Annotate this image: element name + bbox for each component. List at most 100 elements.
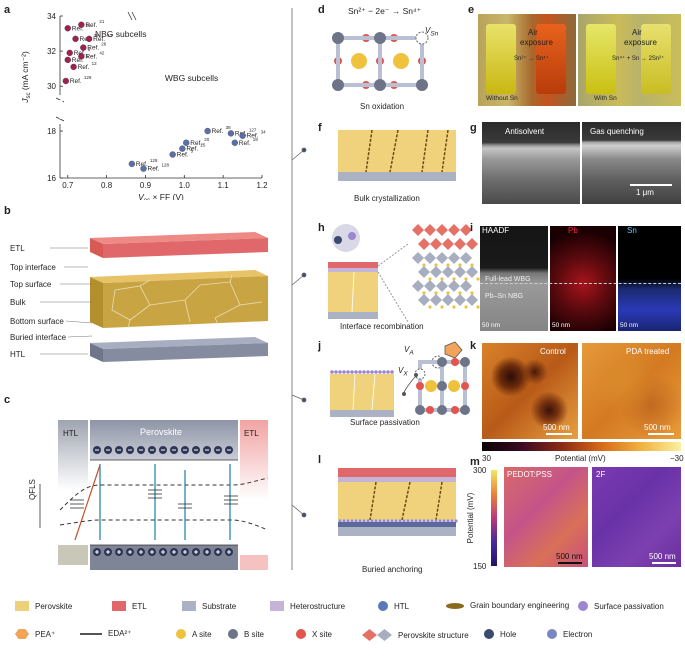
octahedron [448,252,460,264]
kpfm-control-map [482,343,578,439]
haadf-label: HAADF [482,226,510,235]
panel-label-i: i [470,222,474,234]
octahedron [442,266,454,278]
point-ref: 39 [94,33,100,38]
point-ref: 26 [101,42,107,47]
octahedron [418,294,430,306]
anchoring-molecule [446,519,450,523]
reaction-left: Sn²⁺ → Sn⁴⁺ [514,56,549,62]
a-site [458,263,462,267]
passivation-molecule [386,370,390,374]
dot-icon [296,629,306,639]
panel-label-l: l [318,454,322,466]
dot-icon [228,629,238,639]
antisolvent-label: Antisolvent [505,127,545,136]
x-tick-label: 0.7 [62,181,74,190]
octahedron [454,266,466,278]
data-point [72,35,79,42]
octahedron [436,252,448,264]
anchoring-molecule [434,519,438,523]
anchoring-molecule [454,519,458,523]
point-label: Ref. [70,78,82,85]
legend-item-etl: ETL [112,601,147,611]
caption-sn-oxidation: Sn oxidation [360,102,405,111]
point-label: Ref. [186,146,198,153]
a-site [464,305,468,309]
swatch-icon [112,601,126,611]
octahedron [412,280,424,292]
exposure-label-2: exposure [624,38,657,47]
point-label: Ref. [212,128,224,135]
air-label-1: Air [528,28,538,37]
point-label: Ref. [72,57,84,64]
octahedron [460,280,472,292]
anchoring-molecule [402,519,406,523]
passivation-molecule [366,370,370,374]
legend-label: EDA²⁺ [108,629,132,638]
anchoring-molecule [378,519,382,523]
point-label: Ref. [93,36,105,43]
legend-item-eda: EDA²⁺ [80,629,131,638]
sem-scale-label: 1 μm [636,188,654,197]
sn-map [618,226,681,331]
x-tick-label: 1.2 [256,181,268,190]
panel-label-k: k [470,340,477,352]
caption-interface-recombination: Interface recombination [340,322,424,331]
data-point [128,160,136,168]
a-site [446,291,450,295]
a-site [422,263,426,267]
anchoring-molecule [390,519,394,523]
octahedron [466,294,478,306]
sn-scale: 50 nm [620,322,639,329]
legend-item-a-site: A site [176,629,212,639]
m-cb-top: 300 [473,466,487,475]
annotation-wbg: WBG subcells [165,73,218,83]
y-tick-label: 32 [47,47,56,56]
point-label: Ref. [87,45,99,52]
legend-label: Substrate [202,601,237,611]
legend-item-perovskite: Perovskite [15,601,72,611]
layer-label-top-interface: Top interface [10,263,56,272]
band-diagram [39,420,269,570]
surface-passivation-diagram [330,341,470,417]
point-label: Ref. [80,36,92,43]
octahedron [442,238,454,250]
data-point [64,25,71,32]
octahedron [448,280,460,292]
point-label: Ref. [78,64,90,71]
pda-treated-label: PDA treated [626,347,670,356]
a-site [476,305,480,309]
panel-label-d: d [318,4,325,16]
hole-icon [484,629,494,639]
legend-item-hole: Hole [484,629,516,639]
octahedron [454,294,466,306]
octahedron [412,224,424,236]
buried-anchoring-diagram [338,468,458,536]
caption-surface-passivation: Surface passivation [350,418,420,427]
exposure-label-1: exposure [520,38,553,47]
a-site [428,305,432,309]
kpfm-scale-1: 500 nm [543,423,570,432]
octahedron [466,266,478,278]
x-tick-label: 0.8 [101,181,113,190]
point-ref: 38 [226,125,232,130]
octahedron [430,294,442,306]
passivation-molecule [362,370,366,374]
point-ref: 42 [99,50,105,55]
colorbar-label: Potential (mV) [555,454,606,463]
dot-icon [378,601,388,611]
x-axis-label: Voc × FF (V) [138,192,184,200]
legend-label: Perovskite [35,601,73,611]
passivation-molecule [338,370,342,374]
layer-label-htl: HTL [10,350,26,359]
kpfm-pda-map [582,343,681,439]
anchoring-molecule [346,519,350,523]
pedot-label: PEDOT:PSS [507,470,552,479]
legend-label: A site [192,629,212,639]
layer-stack-diagram [40,232,268,362]
octahedron [424,280,436,292]
swatch-icon [15,601,29,611]
gas-quenching-label: Gas quenching [590,127,644,136]
m-scale-bar-2 [652,562,676,564]
octahedron [430,238,442,250]
